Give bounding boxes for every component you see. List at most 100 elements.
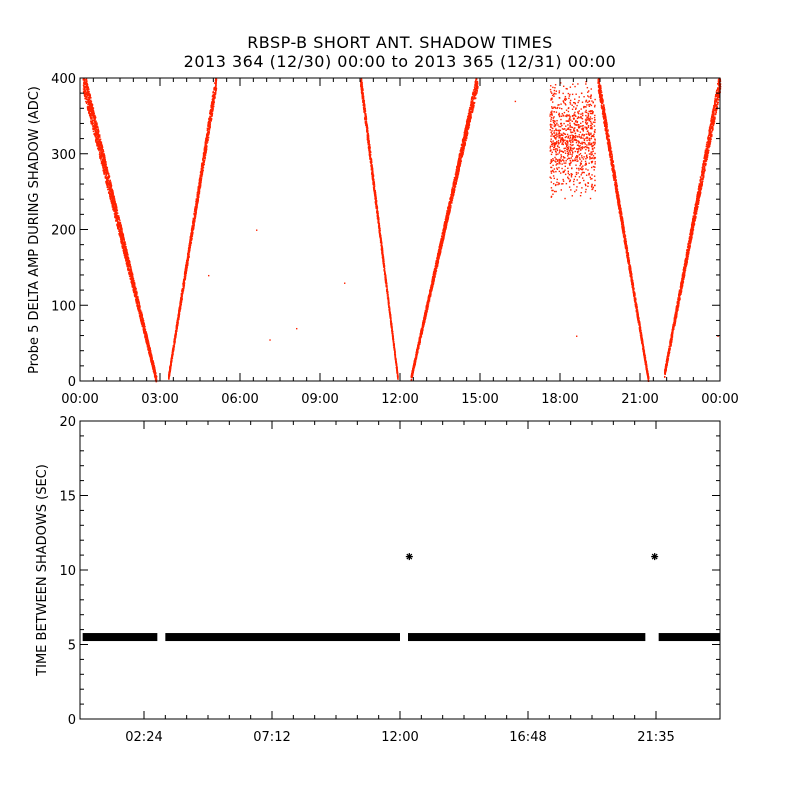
amp-point [110, 199, 113, 202]
amp-point [196, 206, 198, 208]
amp-point [115, 218, 118, 220]
amp-point [94, 120, 96, 122]
amp-point [106, 184, 109, 187]
amp-point [102, 154, 104, 157]
amp-point [87, 106, 89, 108]
amp-point [142, 327, 145, 330]
amp-point [94, 130, 97, 132]
amp-point [94, 140, 97, 142]
amp-point [188, 251, 190, 253]
amp-point [128, 273, 131, 275]
amp-point [206, 139, 208, 142]
amp-point [141, 325, 144, 327]
amp-point [129, 261, 131, 264]
amp-point [123, 252, 125, 254]
amp-point [123, 237, 125, 240]
amp-point [92, 127, 94, 130]
amp-point [188, 244, 191, 246]
amp-point [90, 107, 93, 109]
amp-point [147, 349, 150, 352]
amp-point [85, 93, 87, 95]
amp-point [126, 257, 129, 259]
amp-point [207, 136, 210, 139]
amp-point [100, 146, 103, 148]
amp-point [108, 174, 110, 176]
amp-point [135, 300, 137, 303]
amp-point [131, 276, 133, 279]
amp-point [115, 217, 117, 219]
amp-point [112, 201, 114, 204]
amp-point [114, 216, 116, 219]
amp-point [118, 226, 120, 229]
amp-point [89, 94, 92, 97]
amp-point [200, 168, 203, 170]
amp-point [215, 78, 218, 80]
amp-point [120, 228, 122, 231]
amp-point [210, 117, 213, 120]
amp-point [134, 292, 137, 294]
amp-point [86, 98, 89, 100]
amp-point [209, 112, 212, 115]
amp-point [195, 211, 197, 214]
amp-point [103, 156, 106, 159]
amp-point [134, 286, 136, 288]
amp-point [97, 129, 99, 131]
amp-point [185, 272, 187, 274]
amp-point [85, 100, 87, 103]
amp-point [205, 147, 207, 149]
amp-point [185, 271, 187, 273]
amp-point [108, 186, 111, 189]
amp-point [196, 197, 199, 199]
amp-point [200, 164, 203, 166]
amp-point [141, 319, 144, 322]
amp-point [93, 117, 96, 119]
amp-point [183, 281, 185, 283]
amp-point [199, 184, 202, 186]
amp-point [141, 314, 144, 316]
amp-point [200, 179, 202, 181]
amp-point [205, 144, 207, 147]
amp-point [101, 166, 104, 168]
amp-point [120, 234, 122, 236]
amp-point [206, 138, 208, 140]
amp-point [111, 204, 114, 207]
amp-point [155, 380, 158, 383]
amp-point [109, 192, 111, 195]
amp-point [203, 161, 205, 163]
amp-point [193, 211, 196, 213]
amp-point [179, 308, 181, 310]
amp-point [117, 212, 119, 214]
amp-point [214, 89, 217, 92]
amp-point [202, 169, 204, 171]
amp-point [107, 180, 110, 182]
amp-point [125, 262, 128, 265]
amp-point [191, 235, 194, 237]
amp-point [150, 362, 153, 365]
amp-point [190, 231, 193, 234]
amp-point [147, 340, 149, 343]
amp-point [97, 128, 99, 130]
amp-point [105, 163, 107, 165]
amp-point [145, 342, 148, 344]
amp-point [89, 94, 91, 96]
amp-point [88, 99, 90, 101]
amp-point [93, 123, 95, 125]
amp-point [112, 195, 115, 197]
amp-point [172, 347, 174, 349]
amp-point [92, 125, 94, 127]
amp-point [111, 189, 113, 191]
amp-point [190, 238, 192, 241]
amp-point [180, 300, 183, 303]
amp-point [132, 285, 135, 288]
amp-point [117, 228, 119, 230]
amp-point [93, 127, 96, 129]
amp-point [198, 186, 201, 189]
amp-point [86, 81, 88, 83]
amp-point [195, 207, 198, 209]
amp-point [109, 187, 111, 190]
amp-point [115, 213, 118, 215]
amp-point [126, 256, 129, 258]
amp-point [121, 238, 123, 240]
amp-point [93, 114, 96, 117]
amp-point [174, 336, 176, 338]
